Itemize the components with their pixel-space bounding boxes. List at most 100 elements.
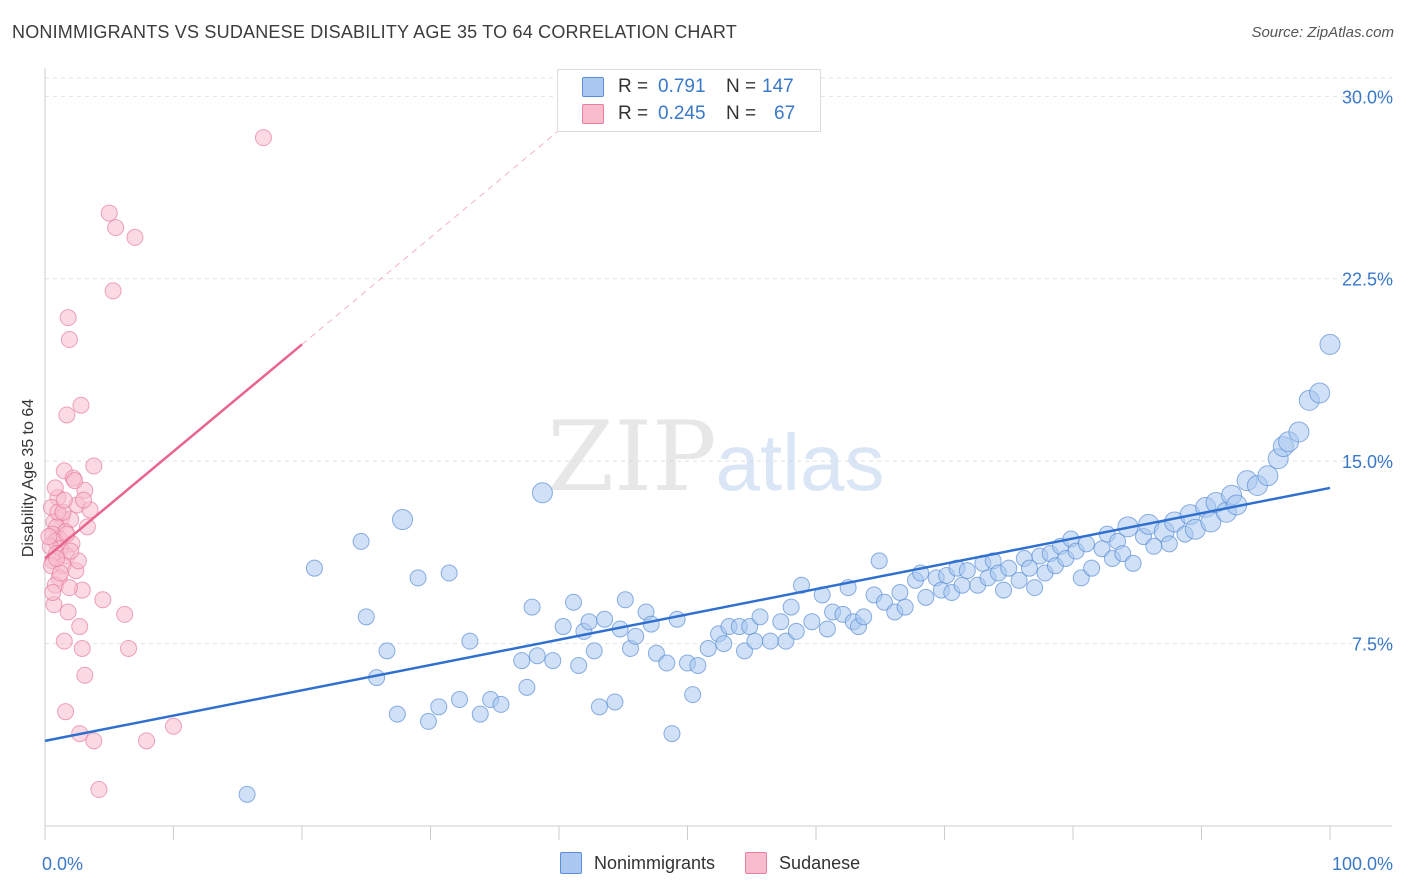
nonimmigrants-point: [378, 642, 396, 660]
y-tick-label: 15.0%: [1342, 452, 1393, 472]
nonimmigrants-point: [1257, 465, 1279, 487]
sudanese-point: [165, 717, 182, 735]
sudanese-point: [138, 732, 156, 750]
sudanese-point: [60, 579, 78, 597]
nonimmigrants-point: [531, 482, 553, 504]
nonimmigrants-point: [471, 705, 489, 723]
nonimmigrants-point: [596, 610, 614, 628]
sudanese-point: [40, 528, 58, 546]
nonimmigrants-point: [492, 695, 510, 713]
sudanese-point: [85, 732, 103, 750]
nonimmigrants-point: [953, 576, 971, 594]
nonimmigrants-point: [689, 656, 707, 674]
sudanese-point: [116, 605, 134, 623]
nonimmigrants-point: [1160, 535, 1178, 553]
legend-r-label: R =: [618, 103, 649, 124]
nonimmigrants-point: [409, 569, 427, 587]
legend-r-value: 0.791: [658, 76, 706, 97]
sudanese-trend-line: [44, 343, 303, 560]
nonimmigrants-point: [1309, 382, 1331, 404]
nonimmigrants-point: [658, 654, 676, 672]
nonimmigrants-point: [451, 691, 469, 709]
nonimmigrants-point: [1077, 535, 1095, 553]
nonimmigrants-point: [699, 639, 717, 657]
nonimmigrants-point: [440, 564, 458, 582]
nonimmigrants-point: [803, 613, 821, 631]
nonimmigrants-point: [419, 712, 437, 730]
nonimmigrants-point: [1083, 559, 1101, 577]
nonimmigrants-point: [238, 785, 256, 803]
nonimmigrants-point: [580, 613, 598, 631]
sudanese-point: [48, 549, 66, 567]
nonimmigrants-point: [570, 656, 588, 674]
nonimmigrants-trend-line: [44, 486, 1331, 743]
nonimmigrants-point: [870, 552, 888, 570]
nonimmigrants-point: [430, 698, 448, 716]
nonimmigrants-point: [1020, 559, 1038, 577]
nonimmigrants-point: [388, 705, 406, 723]
series-swatch-nonimmigrants: [560, 852, 582, 874]
nonimmigrants-point: [958, 562, 976, 580]
nonimmigrants-point: [1000, 559, 1018, 577]
nonimmigrants-point: [528, 647, 546, 665]
nonimmigrants-point: [461, 632, 479, 650]
sudanese-point: [120, 639, 138, 657]
legend-swatch-sudanese: [582, 104, 604, 124]
nonimmigrants-point: [735, 642, 753, 660]
nonimmigrants-point: [995, 581, 1013, 599]
legend-n-value: 67: [774, 103, 796, 124]
x-tick-label: 0.0%: [42, 854, 83, 874]
sudanese-point: [59, 603, 77, 621]
nonimmigrants-point: [761, 632, 779, 650]
nonimmigrants-point: [1288, 421, 1310, 443]
sudanese-point: [75, 491, 93, 509]
legend-n-label: N =: [726, 76, 757, 97]
legend-n-label: N =: [726, 103, 757, 124]
series-label-nonimmigrants: Nonimmigrants: [594, 852, 716, 873]
sudanese-point: [46, 479, 64, 497]
nonimmigrants-point: [684, 686, 702, 704]
x-tick-label: 100.0%: [1332, 854, 1393, 874]
nonimmigrants-point: [606, 693, 624, 711]
sudanese-point: [71, 618, 89, 636]
nonimmigrants-point: [392, 509, 414, 531]
nonimmigrants-point: [896, 598, 914, 616]
nonimmigrants-point: [647, 644, 665, 662]
sudanese-point: [62, 542, 80, 560]
nonimmigrants-point: [1026, 579, 1044, 597]
sudanese-point: [85, 457, 103, 475]
nonimmigrants-point: [715, 635, 733, 653]
nonimmigrants-point: [554, 618, 572, 636]
nonimmigrants-point: [891, 584, 909, 602]
nonimmigrants-point: [1124, 554, 1142, 572]
series-legend-nonimmigrants[interactable]: Nonimmigrants: [560, 852, 715, 874]
series-swatch-sudanese: [745, 852, 768, 874]
chart-title: NONIMMIGRANTS VS SUDANESE DISABILITY AGE…: [12, 22, 737, 42]
sudanese-point: [55, 491, 73, 509]
sudanese-point: [58, 406, 76, 424]
legend-swatch-nonimmigrants: [582, 77, 604, 97]
y-axis-label-wrap: Disability Age 35 to 64: [16, 300, 40, 660]
sudanese-point: [60, 331, 78, 349]
legend-row-sudanese: R = 0.245 N = 67: [558, 101, 795, 127]
nonimmigrants-point: [590, 698, 608, 716]
nonimmigrants-point: [1072, 569, 1090, 587]
nonimmigrants-point: [1010, 571, 1028, 589]
sudanese-point: [107, 219, 125, 237]
nonimmigrants-point: [875, 593, 893, 611]
nonimmigrants-point: [782, 598, 800, 616]
series-legend-sudanese[interactable]: Sudanese: [745, 852, 860, 874]
legend-r-value: 0.245: [658, 103, 706, 124]
sudanese-point: [100, 204, 118, 222]
sudanese-point: [72, 396, 90, 414]
sudanese-point: [76, 666, 94, 684]
nonimmigrants-point: [305, 559, 323, 577]
nonimmigrants-point: [777, 632, 795, 650]
y-tick-label: 30.0%: [1342, 87, 1393, 107]
watermark-atlas: atlas: [716, 418, 885, 507]
sudanese-point: [126, 228, 144, 246]
nonimmigrants-point: [627, 627, 645, 645]
sudanese-point: [57, 703, 75, 721]
sudanese-point: [94, 591, 112, 609]
